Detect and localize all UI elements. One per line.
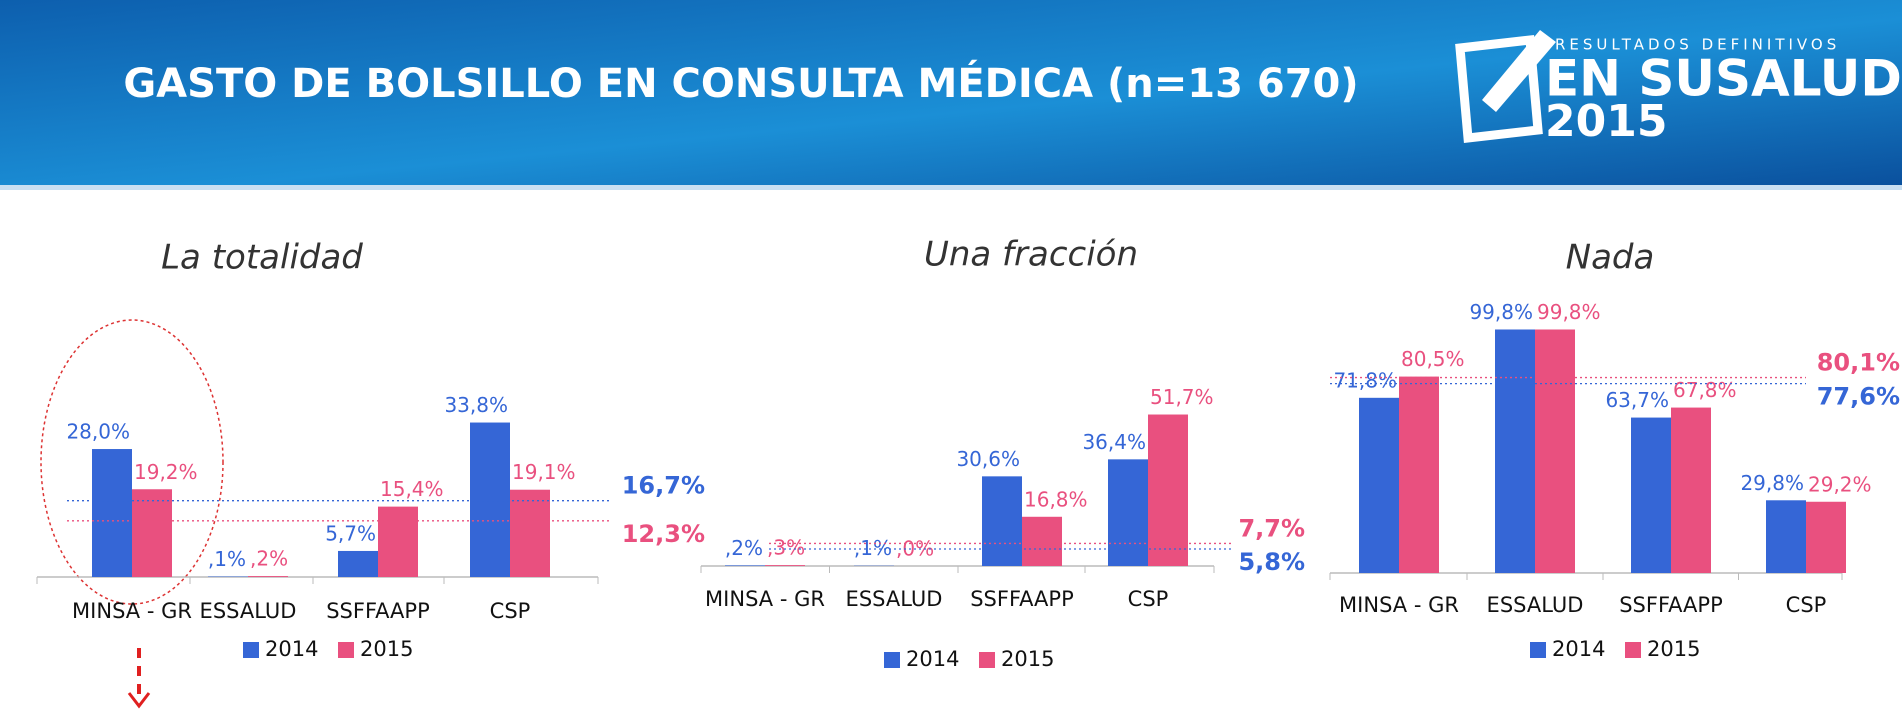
logo-tagline: RESULTADOS DEFINITIVOS: [1555, 36, 1840, 54]
value-label: 71,8%: [1333, 368, 1397, 392]
bar: [1495, 329, 1535, 573]
legend-swatch: [338, 642, 354, 658]
x-tick-label: SSFFAAPP: [326, 599, 430, 623]
average-label: 16,7%: [622, 472, 705, 500]
value-label: ,2%: [250, 547, 288, 571]
header-edge: [0, 185, 1902, 190]
bar: [92, 449, 132, 577]
highlight-circle: [40, 319, 224, 605]
bar: [1108, 459, 1148, 566]
bar: [1399, 376, 1439, 573]
x-tick-label: ESSALUD: [1487, 593, 1584, 617]
bar: [1806, 501, 1846, 573]
value-label: 5,7%: [325, 521, 376, 545]
bar: [378, 506, 418, 577]
value-label: 36,4%: [1082, 430, 1146, 454]
x-tick-label: MINSA - GR: [72, 599, 192, 623]
bar: [1766, 500, 1806, 573]
legend-swatch: [243, 642, 259, 658]
value-label: ,3%: [767, 536, 805, 560]
value-label: 19,1%: [512, 460, 576, 484]
legend-swatch: [884, 652, 900, 668]
bar: [1631, 417, 1671, 573]
x-tick-label: SSFFAAPP: [970, 587, 1074, 611]
chart-subtitle: Nada: [1566, 238, 1655, 278]
average-label: 5,8%: [1238, 548, 1305, 576]
x-tick-label: MINSA - GR: [705, 587, 825, 611]
value-label: 63,7%: [1605, 388, 1669, 412]
bar: [470, 422, 510, 577]
value-label: 80,5%: [1401, 347, 1465, 371]
value-label: 28,0%: [66, 420, 130, 444]
average-label: 7,7%: [1238, 514, 1305, 542]
value-label: 99,8%: [1469, 300, 1533, 324]
chart-subtitle: Una fracción: [924, 235, 1138, 275]
value-label: ,1%: [208, 547, 246, 571]
bar: [1148, 414, 1188, 566]
value-label: ,2%: [725, 536, 763, 560]
legend-label: 2014: [906, 647, 959, 671]
value-label: 29,2%: [1808, 472, 1872, 496]
value-label: 30,6%: [956, 447, 1020, 471]
x-tick-label: ESSALUD: [200, 599, 297, 623]
x-tick-label: SSFFAAPP: [1619, 593, 1723, 617]
arrow-head: [127, 692, 151, 709]
value-label: 19,2%: [134, 460, 198, 484]
average-label: 12,3%: [622, 520, 705, 548]
header-band: [0, 0, 1902, 189]
bar: [248, 576, 288, 577]
average-label: 80,1%: [1817, 349, 1900, 377]
value-label: 15,4%: [380, 477, 444, 501]
legend-label: 2015: [1647, 637, 1700, 661]
value-label: 99,8%: [1537, 300, 1601, 324]
x-tick-label: CSP: [490, 599, 531, 623]
average-label: 77,6%: [1817, 383, 1900, 411]
legend-label: 2014: [265, 637, 318, 661]
bar: [765, 565, 805, 566]
legend-swatch: [1530, 642, 1546, 658]
bar: [132, 489, 172, 577]
x-tick-label: CSP: [1128, 587, 1169, 611]
bar: [510, 489, 550, 577]
value-label: 16,8%: [1024, 487, 1088, 511]
x-tick-label: ESSALUD: [846, 587, 943, 611]
bar: [1535, 329, 1575, 573]
logo: RESULTADOS DEFINITIVOS EN SUSALUD 2015: [1455, 30, 1902, 147]
highlight-arrow: [127, 648, 151, 709]
legend-swatch: [1625, 642, 1641, 658]
x-tick-label: MINSA - GR: [1339, 593, 1459, 617]
legend-label: 2015: [360, 637, 413, 661]
logo-icon: [1455, 35, 1543, 143]
chart-subtitle: La totalidad: [161, 238, 363, 278]
value-label: 33,8%: [444, 393, 508, 417]
logo-name: EN SUSALUD: [1545, 50, 1902, 108]
bar: [1022, 516, 1062, 566]
slide-title: GASTO DE BOLSILLO EN CONSULTA MÉDICA (n=…: [123, 59, 1358, 107]
value-label: 67,8%: [1673, 378, 1737, 402]
legend-swatch: [979, 652, 995, 668]
value-label: ,1%: [854, 536, 892, 560]
legend-label: 2014: [1552, 637, 1605, 661]
bar: [1671, 407, 1711, 573]
bar: [982, 476, 1022, 566]
legend-label: 2015: [1001, 647, 1054, 671]
bar: [1359, 397, 1399, 573]
logo-year: 2015: [1545, 96, 1667, 147]
value-label: 29,8%: [1740, 471, 1804, 495]
bar: [725, 565, 765, 566]
x-tick-label: CSP: [1786, 593, 1827, 617]
logo-pen: [1482, 30, 1556, 112]
value-label: 51,7%: [1150, 385, 1214, 409]
bar: [338, 550, 378, 577]
